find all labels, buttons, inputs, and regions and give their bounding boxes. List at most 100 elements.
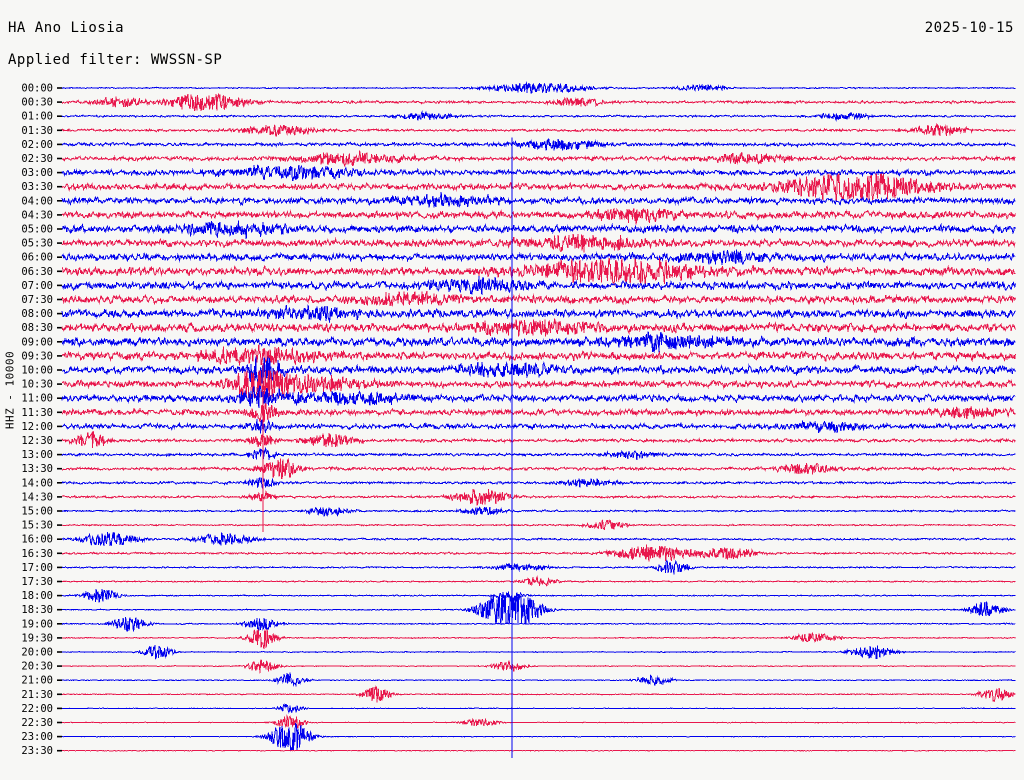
time-axis-label: 11:30 <box>21 407 53 419</box>
seismic-trace <box>61 304 1016 323</box>
time-axis-label: 08:00 <box>21 308 53 320</box>
seismic-trace <box>61 457 1016 480</box>
time-axis-label: 04:00 <box>21 195 53 207</box>
time-axis-label: 23:30 <box>21 745 53 757</box>
seismic-trace <box>61 672 1016 687</box>
time-axis-label: 05:30 <box>21 238 53 250</box>
seismic-trace <box>61 588 1016 603</box>
time-axis-label: 03:00 <box>21 167 53 179</box>
seismic-trace <box>61 575 1016 588</box>
seismic-trace <box>61 477 1016 489</box>
time-axis-label: 13:00 <box>21 449 53 461</box>
time-axis-label: 12:30 <box>21 435 53 447</box>
seismic-trace <box>61 714 1016 730</box>
time-axis-label: 07:30 <box>21 294 53 306</box>
seismic-trace <box>61 164 1016 182</box>
time-axis-label: 02:00 <box>21 139 53 151</box>
seismic-trace <box>61 518 1016 530</box>
seismic-trace <box>61 703 1016 714</box>
seismic-trace <box>61 233 1016 253</box>
marker-group <box>262 137 513 758</box>
time-axis-label: 22:30 <box>21 717 53 729</box>
time-axis-label: 10:00 <box>21 365 53 377</box>
seismic-trace <box>61 81 1016 94</box>
seismic-trace <box>61 275 1016 296</box>
seismic-trace <box>61 207 1016 225</box>
time-axis-label: 19:30 <box>21 632 53 644</box>
seismic-trace <box>61 594 1016 626</box>
seismic-trace <box>61 431 1016 449</box>
time-axis-label: 12:00 <box>21 421 53 433</box>
seismic-trace <box>61 488 1016 506</box>
time-axis-label: 14:30 <box>21 491 53 503</box>
time-axis-label: 01:30 <box>21 125 53 137</box>
time-axis-label: 06:00 <box>21 252 53 264</box>
applied-filter-label: Applied filter: WWSSN-SP <box>8 52 223 68</box>
time-axis-label: 09:00 <box>21 336 53 348</box>
seismic-trace <box>61 318 1016 337</box>
seismic-trace <box>61 122 1016 138</box>
time-axis-label: 04:30 <box>21 209 53 221</box>
seismic-trace <box>61 644 1016 660</box>
time-axis-label: 11:00 <box>21 393 53 405</box>
time-axis-label: 15:00 <box>21 506 53 518</box>
time-axis-label: 18:30 <box>21 604 53 616</box>
seismic-trace <box>61 385 1016 408</box>
time-axis-label: 02:30 <box>21 153 53 165</box>
seismic-trace <box>61 93 1016 112</box>
time-axis-label: 14:00 <box>21 477 53 489</box>
seismic-trace <box>61 659 1016 674</box>
seismic-trace <box>61 370 1016 398</box>
time-axis-label: 03:30 <box>21 181 53 193</box>
time-axis-label: 16:30 <box>21 548 53 560</box>
seismic-trace <box>61 617 1016 632</box>
time-axis-label: 20:30 <box>21 661 53 673</box>
time-axis-label: 15:30 <box>21 520 53 532</box>
time-axis-label: 01:00 <box>21 111 53 123</box>
seismic-trace <box>61 220 1016 240</box>
station-title: HA Ano Liosia <box>8 20 125 36</box>
seismic-trace <box>61 506 1016 517</box>
time-axis-label: 17:30 <box>21 576 53 588</box>
seismic-trace <box>61 418 1016 434</box>
seismic-trace <box>61 559 1016 575</box>
seismic-trace <box>62 356 1016 384</box>
seismic-trace <box>61 629 1016 650</box>
time-axis-label: 00:00 <box>21 83 53 95</box>
time-axis-label: 22:00 <box>21 703 53 715</box>
seismic-trace <box>61 138 1016 151</box>
time-axis-label: 19:00 <box>21 618 53 630</box>
seismic-trace <box>61 191 1016 209</box>
time-axis-label: 21:00 <box>21 675 53 687</box>
time-axis-label: 06:30 <box>21 266 53 278</box>
trace-group <box>61 81 1016 752</box>
seismic-trace <box>61 257 1016 286</box>
time-axis-label: 08:30 <box>21 322 53 334</box>
time-axis-label: 13:30 <box>21 463 53 475</box>
seismic-trace <box>61 722 1016 751</box>
time-axis-label: 21:30 <box>21 689 53 701</box>
seismic-trace <box>61 685 1016 703</box>
time-axis-label: 20:00 <box>21 647 53 659</box>
seismic-trace <box>61 173 1016 201</box>
seismic-trace <box>61 532 1016 547</box>
seismic-trace <box>61 150 1016 167</box>
time-axis-label: 00:30 <box>21 97 53 109</box>
time-axis-label: 07:00 <box>21 280 53 292</box>
seismic-trace <box>61 403 1016 423</box>
axis-ticks: 00:00 00:30 01:00 01:30 02:00 02:30 03:00 03:30… <box>21 83 62 757</box>
time-axis-label: 05:00 <box>21 224 53 236</box>
time-axis-label: 17:00 <box>21 562 53 574</box>
time-axis-label: 23:00 <box>21 731 53 743</box>
seismic-trace <box>61 344 1016 366</box>
time-axis-label: 18:00 <box>21 590 53 602</box>
record-date: 2025-10-15 <box>924 20 1014 36</box>
seismic-trace <box>61 110 1016 122</box>
time-axis-label: 16:00 <box>21 534 53 546</box>
seismic-trace <box>61 331 1016 354</box>
time-axis-label: 09:30 <box>21 350 53 362</box>
seismic-trace <box>61 291 1016 307</box>
